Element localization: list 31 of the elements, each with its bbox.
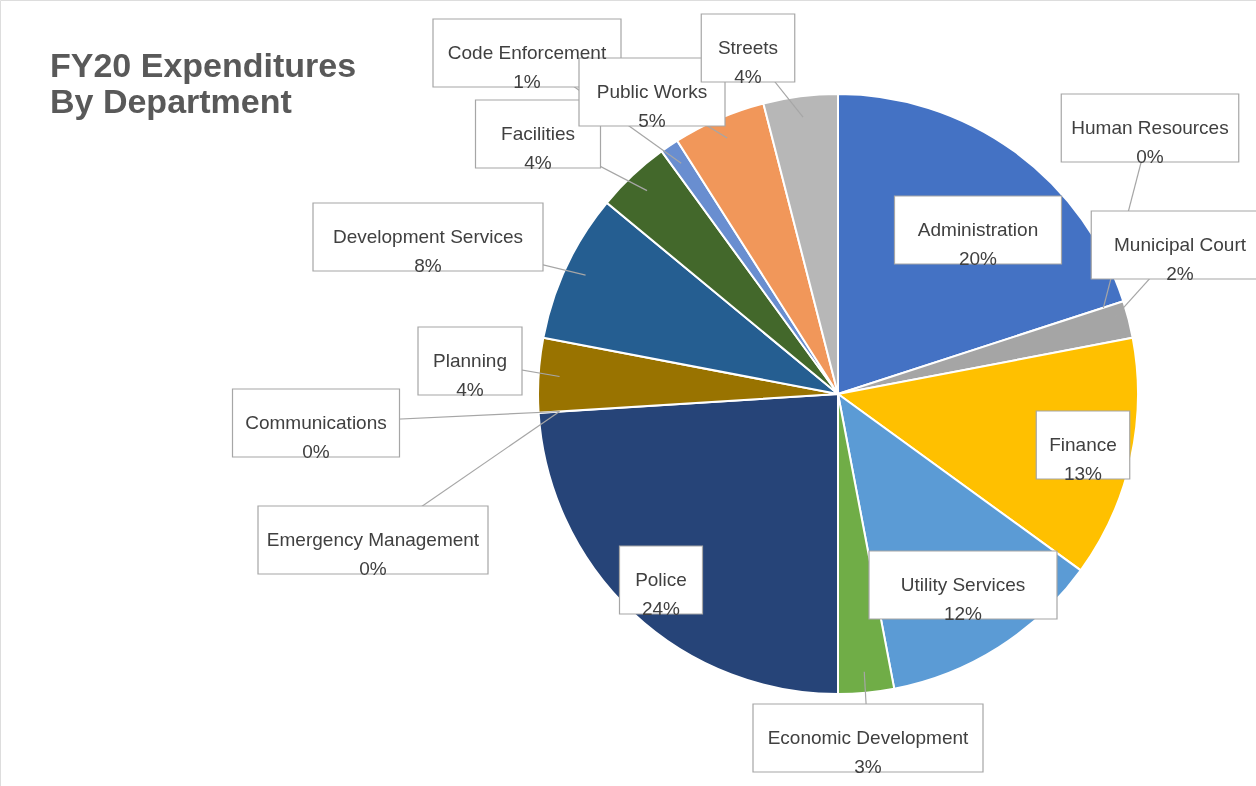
slice-label: Development Services	[332, 226, 524, 247]
data-label: 4%	[456, 379, 484, 400]
data-label: 1%	[513, 71, 541, 92]
text: 0%	[1136, 146, 1164, 167]
data-label: 8%	[414, 255, 442, 276]
data-label: 20%	[958, 248, 998, 269]
text: FY20 Expenditures	[50, 46, 357, 84]
slice-label: Municipal Court	[1114, 234, 1247, 255]
slice-label: Code Enforcement	[447, 42, 607, 63]
slice-label: Utility Services	[900, 574, 1026, 595]
data-label: 5%	[638, 110, 666, 131]
data-label: 2%	[1166, 263, 1194, 284]
data-label: 3%	[854, 756, 882, 777]
data-label: 13%	[1063, 463, 1103, 484]
text: 0%	[302, 441, 330, 462]
data-label: 24%	[641, 598, 681, 619]
data-label: 12%	[943, 603, 983, 624]
category-label: Communications	[245, 412, 387, 433]
slice-label: Economic Development	[767, 727, 970, 748]
data-label: 4%	[524, 152, 552, 173]
slice-label: Facilities	[501, 123, 575, 144]
data-label: 4%	[734, 66, 762, 87]
category-label: Human Resources	[1071, 117, 1229, 138]
text: 0%	[359, 558, 387, 579]
slice-label: Streets	[717, 37, 779, 58]
slice-label: Police	[635, 569, 687, 590]
slice-label: Administration	[917, 219, 1039, 240]
slice-label: Finance	[1049, 434, 1117, 455]
category-label: Emergency Management	[266, 529, 480, 550]
slice-label: Public Works	[596, 81, 708, 102]
slice-label: Planning	[433, 350, 507, 371]
